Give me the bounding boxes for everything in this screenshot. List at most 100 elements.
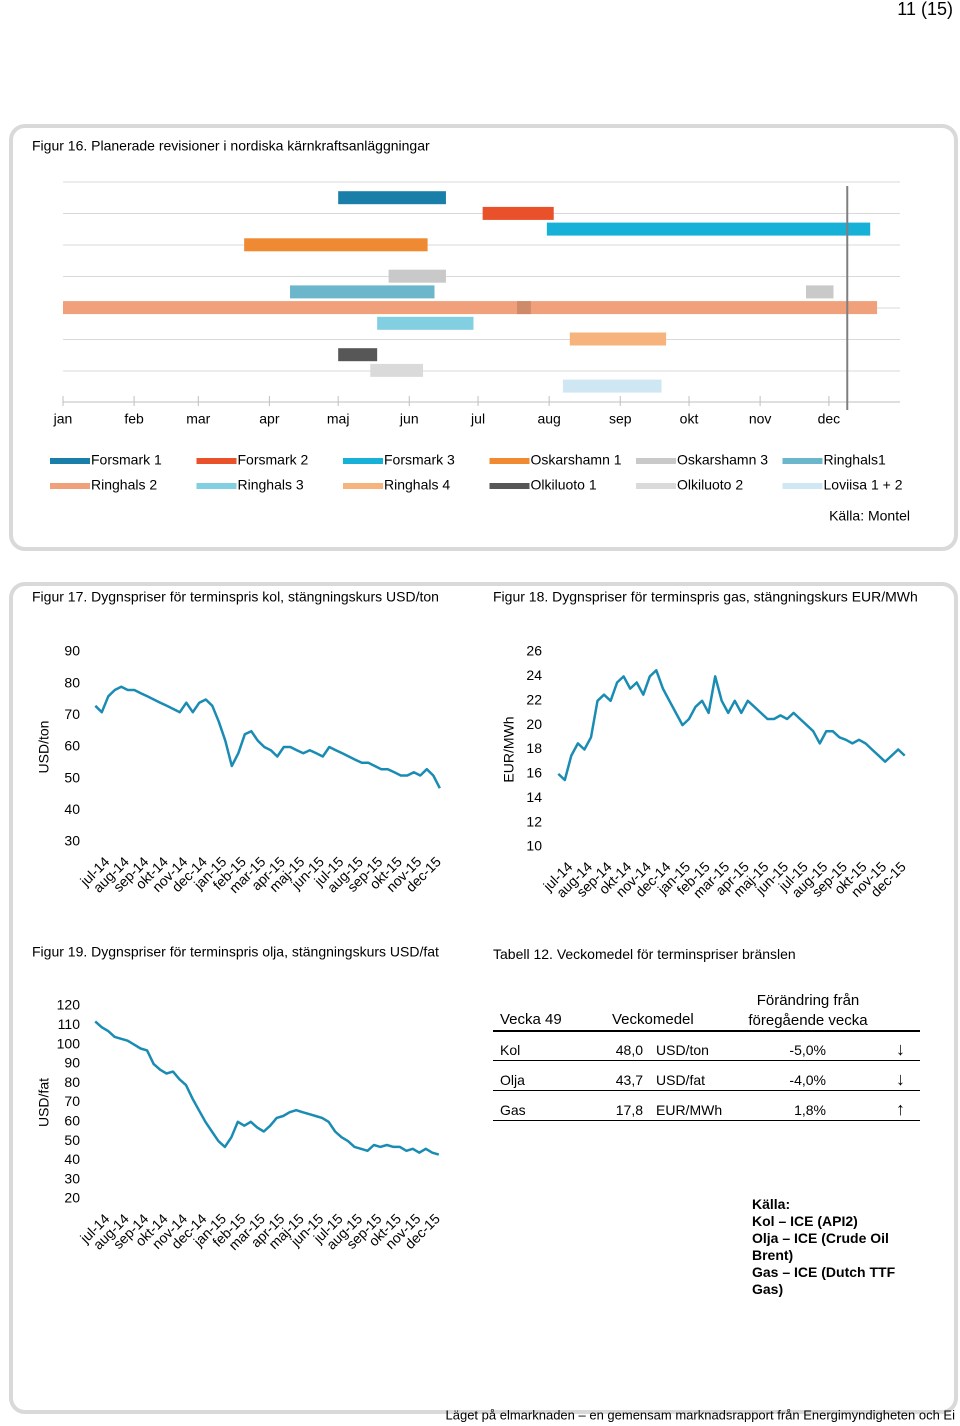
legend-label: Oskarshamn 1 (531, 452, 622, 468)
y-tick-label: 22 (526, 691, 542, 707)
x-tick-label: jan (53, 411, 73, 427)
table-source: Källa: Kol – ICE (API2) Olja – ICE (Crud… (752, 1196, 902, 1298)
outage-bar (388, 269, 446, 283)
legend-swatch (50, 483, 90, 489)
legend-swatch (196, 483, 237, 489)
outage-bar (805, 285, 834, 299)
y-tick-label: 60 (64, 738, 80, 754)
outage-bar (562, 379, 662, 393)
y-tick-label: 70 (64, 1093, 80, 1109)
legend-label: Oskarshamn 3 (677, 452, 768, 468)
y-tick-label: 10 (526, 838, 542, 854)
table-cell: Gas (500, 1102, 526, 1118)
outage-bar (377, 316, 474, 330)
table-cell: -4,0% (789, 1072, 826, 1088)
table-cell: 1,8% (794, 1102, 826, 1118)
table-title: Tabell 12. Veckomedel för terminspriser … (493, 946, 796, 962)
source-line: Gas – ICE (Dutch TTF Gas) (752, 1264, 896, 1297)
y-tick-label: 90 (64, 1055, 80, 1071)
y-tick-label: 40 (64, 801, 80, 817)
table-rule (493, 1120, 920, 1121)
y-tick-label: 50 (64, 769, 80, 785)
legend-swatch (50, 458, 90, 464)
y-tick-label: 12 (526, 813, 542, 829)
y-tick-label: 70 (64, 706, 80, 722)
legend-label: Forsmark 2 (238, 452, 309, 468)
legend-label: Olkiluoto 2 (677, 477, 743, 493)
price-line (94, 1020, 440, 1156)
y-axis-label: USD/fat (36, 1078, 52, 1127)
y-tick-label: 26 (526, 643, 542, 659)
x-tick-label: dec (818, 411, 841, 427)
x-tick-label: mar (186, 411, 210, 427)
table-cell: EUR/MWh (656, 1102, 723, 1118)
table-cell: ↑ (896, 1099, 905, 1119)
y-tick-label: 30 (64, 1170, 80, 1186)
x-tick-label: jul (470, 411, 485, 427)
table-header: Vecka 49 (500, 1011, 562, 1028)
y-axis-label: USD/ton (36, 721, 52, 774)
y-tick-label: 20 (64, 1190, 80, 1206)
panel (9, 124, 958, 551)
panel (9, 582, 958, 1414)
chart-title: Figur 17. Dygnspriser för terminspris ko… (32, 589, 439, 605)
legend-label: Ringhals1 (824, 452, 886, 468)
x-tick-label: okt (680, 411, 699, 427)
y-tick-label: 14 (526, 789, 542, 805)
legend-swatch (636, 458, 676, 464)
outage-bar (482, 206, 554, 220)
y-tick-label: 50 (64, 1132, 80, 1148)
table-rule (493, 1090, 920, 1091)
x-tick-label: maj (327, 411, 350, 427)
legend-swatch (489, 458, 530, 464)
y-tick-label: 40 (64, 1151, 80, 1167)
y-tick-label: 16 (526, 765, 542, 781)
legend-label: Forsmark 3 (384, 452, 455, 468)
outage-bar (338, 348, 378, 362)
source-line: Kol – ICE (API2) (752, 1213, 858, 1229)
table-cell: ↓ (896, 1039, 905, 1059)
table-rule (493, 1030, 920, 1032)
legend-label: Olkiluoto 1 (531, 477, 597, 493)
y-axis-label: EUR/MWh (501, 716, 517, 782)
chart-title: Figur 18. Dygnspriser för terminspris ga… (493, 589, 918, 605)
x-tick-label: sep (609, 411, 632, 427)
y-tick-label: 80 (64, 1074, 80, 1090)
outage-bar (370, 363, 424, 377)
outage-bar (546, 222, 871, 236)
y-tick-label: 110 (58, 1016, 81, 1032)
source: Källa: Montel (829, 508, 910, 524)
outage-bar (569, 332, 667, 346)
outage-bar (290, 285, 435, 299)
legend-swatch (196, 458, 237, 464)
table-cell: Kol (500, 1042, 521, 1058)
legend-swatch (636, 483, 676, 489)
legend-label: Ringhals 4 (384, 477, 450, 493)
price-line (94, 685, 441, 789)
legend-label: Loviisa 1 + 2 (824, 477, 903, 493)
y-tick-label: 18 (526, 740, 542, 756)
x-tick-label: apr (259, 411, 280, 427)
legend-swatch (489, 483, 530, 489)
legend-label: Forsmark 1 (91, 452, 162, 468)
table-header: Förändring från föregående vecka (748, 992, 868, 1029)
legend-swatch (782, 483, 823, 489)
table-cell: 17,8 (615, 1102, 643, 1118)
table-rule (493, 1060, 920, 1061)
table-cell: Olja (500, 1072, 525, 1088)
x-tick-label: jun (399, 411, 419, 427)
outage-bar (338, 191, 446, 205)
legend-label: Ringhals 2 (91, 477, 157, 493)
legend-swatch (343, 458, 383, 464)
x-tick-label: feb (124, 411, 144, 427)
chart-title: Figur 19. Dygnspriser för terminspris ol… (32, 944, 439, 960)
y-tick-label: 90 (64, 643, 80, 659)
legend-swatch (343, 483, 383, 489)
table-cell: 48,0 (615, 1042, 643, 1058)
y-tick-label: 24 (526, 667, 542, 683)
table-header: Veckomedel (612, 1011, 694, 1028)
outage-bar (244, 238, 428, 252)
outage-bar (517, 301, 531, 315)
